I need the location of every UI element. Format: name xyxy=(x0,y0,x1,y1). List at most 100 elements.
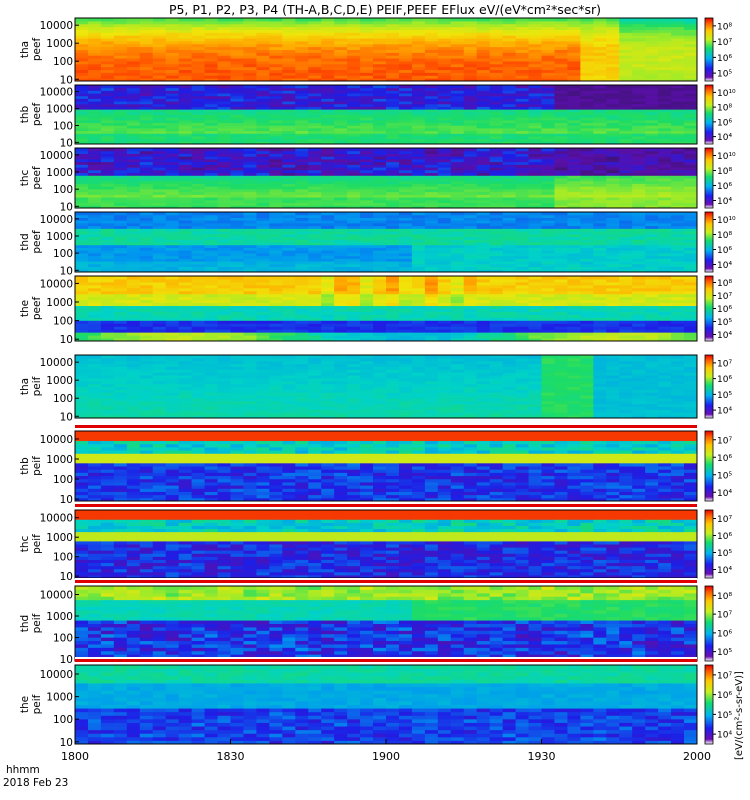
heatmap-cell xyxy=(476,186,491,190)
heatmap-cell xyxy=(100,103,115,107)
heatmap-cell xyxy=(191,239,206,243)
heatmap-cell xyxy=(437,95,452,99)
heatmap-cell xyxy=(450,175,465,179)
heatmap-cell xyxy=(476,188,491,193)
heatmap-cell xyxy=(308,141,322,145)
heatmap-cell xyxy=(580,214,594,218)
heatmap-cell xyxy=(386,158,400,163)
heatmap-cell xyxy=(165,119,180,124)
heatmap-cell xyxy=(502,63,517,68)
heatmap-cell xyxy=(502,93,517,97)
heatmap-cell xyxy=(658,43,672,48)
heatmap-cell xyxy=(398,130,413,134)
heatmap-cell xyxy=(671,125,685,129)
heatmap-cell xyxy=(398,125,413,129)
heatmap-cell xyxy=(178,43,193,48)
heatmap-cell xyxy=(684,150,698,154)
heatmap-cell xyxy=(450,287,465,292)
heatmap-cell xyxy=(593,202,607,206)
heatmap-cell xyxy=(321,125,335,129)
heatmap-cell xyxy=(243,156,257,160)
heatmap-cell xyxy=(450,58,465,62)
heatmap-cell xyxy=(347,148,361,152)
heatmap-cell xyxy=(671,217,685,221)
heatmap-cell xyxy=(230,314,244,318)
heatmap-cell xyxy=(191,287,206,292)
heatmap-cell xyxy=(386,20,400,25)
heatmap-cell xyxy=(191,133,206,137)
heatmap-cell xyxy=(152,263,167,268)
heatmap-cell xyxy=(191,23,206,28)
heatmap-cell xyxy=(152,284,167,289)
heatmap-cell xyxy=(243,212,257,216)
heatmap-cell xyxy=(191,180,206,184)
heatmap-cell xyxy=(191,296,206,301)
heatmap-cell xyxy=(217,78,231,82)
heatmap-cell xyxy=(269,119,283,124)
heatmap-cell xyxy=(606,247,620,251)
heatmap-cell xyxy=(528,32,542,36)
heatmap-cell xyxy=(269,138,283,142)
heatmap-cell xyxy=(684,60,698,65)
heatmap-cell xyxy=(386,214,400,218)
heatmap-cell xyxy=(373,23,387,28)
heatmap-cell xyxy=(463,148,478,152)
heatmap-cell xyxy=(567,114,581,118)
heatmap-cell xyxy=(282,98,296,102)
heatmap-cell xyxy=(541,95,555,99)
heatmap-cell xyxy=(515,38,530,42)
heatmap-cell xyxy=(165,69,180,73)
heatmap-cell xyxy=(684,138,698,142)
heatmap-cell xyxy=(282,63,296,68)
heatmap-cell xyxy=(424,101,439,105)
heatmap-cell xyxy=(113,98,128,102)
heatmap-cell xyxy=(437,236,452,240)
heatmap-cell xyxy=(645,95,659,99)
heatmap-cell xyxy=(515,135,530,140)
heatmap-cell xyxy=(541,231,555,235)
heatmap-cell xyxy=(152,296,167,301)
heatmap-cell xyxy=(567,228,581,232)
heatmap-cell xyxy=(100,314,115,318)
heatmap-cell xyxy=(476,114,491,118)
heatmap-cell xyxy=(347,205,361,209)
heatmap-cell xyxy=(502,239,517,243)
heatmap-cell xyxy=(398,278,413,283)
heatmap-cell xyxy=(386,106,400,110)
heatmap-cell xyxy=(373,114,387,118)
heatmap-cell xyxy=(126,252,141,257)
heatmap-cell xyxy=(580,138,594,142)
heatmap-cell xyxy=(75,180,89,184)
heatmap-cell xyxy=(424,326,439,330)
y-tick-label: 10000 xyxy=(40,87,73,99)
heatmap-cell xyxy=(295,266,309,270)
heatmap-cell xyxy=(554,43,568,48)
heatmap-cell xyxy=(476,332,491,336)
heatmap-cell xyxy=(347,242,361,246)
heatmap-cell xyxy=(386,281,400,286)
heatmap-cell xyxy=(515,46,530,50)
heatmap-cell xyxy=(386,101,400,105)
heatmap-cell xyxy=(230,125,244,129)
heatmap-cell xyxy=(165,326,180,330)
heatmap-cell xyxy=(671,186,685,190)
heatmap-cell xyxy=(347,180,361,184)
heatmap-cell xyxy=(334,35,348,39)
heatmap-cell xyxy=(373,287,387,292)
heatmap-cell xyxy=(528,158,542,163)
heatmap-cell xyxy=(450,101,465,105)
heatmap-cell xyxy=(554,172,568,176)
heatmap-cell xyxy=(191,276,206,280)
heatmap-cell xyxy=(204,60,219,65)
heatmap-cell xyxy=(398,43,413,48)
heatmap-cell xyxy=(347,186,361,190)
heatmap-cell xyxy=(321,148,335,152)
heatmap-cell xyxy=(113,314,128,318)
heatmap-cell xyxy=(178,60,193,65)
heatmap-cell xyxy=(619,69,633,73)
heatmap-cell xyxy=(463,311,478,315)
heatmap-cell xyxy=(269,148,283,152)
heatmap-cell xyxy=(580,127,594,132)
heatmap-cell xyxy=(282,156,296,160)
heatmap-cell xyxy=(360,320,374,324)
